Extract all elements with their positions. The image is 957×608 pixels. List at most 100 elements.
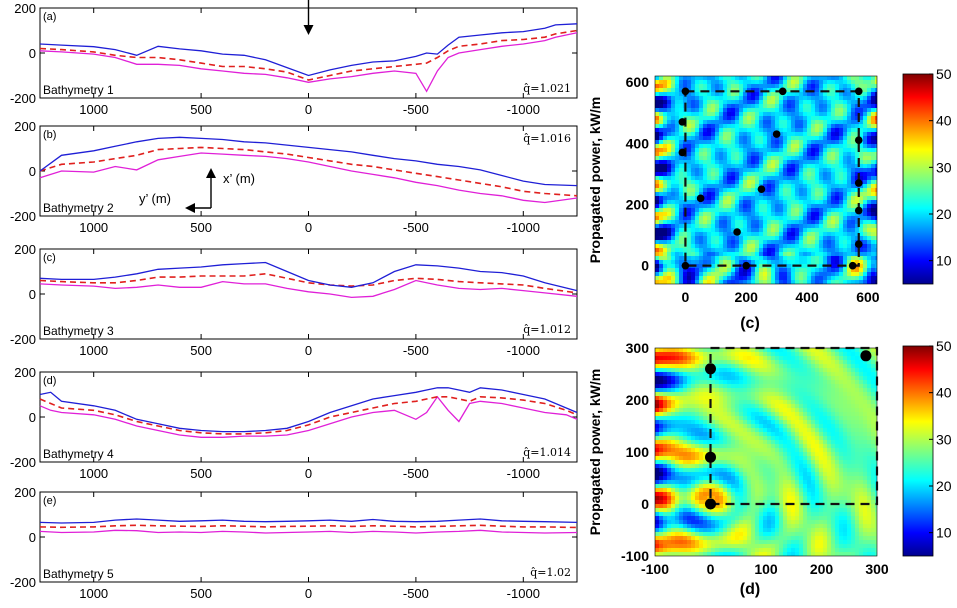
panel-frame bbox=[39, 125, 578, 217]
x-tick-label: -1000 bbox=[507, 343, 540, 358]
y-tick-label: 200 bbox=[14, 242, 36, 257]
device-point bbox=[848, 261, 857, 270]
y-tick-label: -100 bbox=[621, 548, 649, 564]
x-tick-label: 0 bbox=[305, 466, 312, 481]
device-point bbox=[681, 87, 690, 96]
profile-panel-e: 200 0 -200 1000 500 0 -500 -1000 (e) Bathymetry 5… bbox=[10, 485, 578, 601]
device-point bbox=[854, 206, 863, 215]
x-prime-axis-label: x’ (m) bbox=[223, 171, 255, 186]
x-tick-label: 500 bbox=[190, 586, 212, 601]
y-tick-label: -200 bbox=[10, 91, 36, 106]
panel-label: (d) bbox=[43, 375, 56, 387]
colorbar bbox=[902, 345, 934, 557]
y-tick-label: 0 bbox=[641, 258, 649, 274]
series-upper-line bbox=[39, 23, 578, 77]
y-tick-label: -200 bbox=[10, 455, 36, 470]
x-tick-label: -500 bbox=[403, 343, 429, 358]
colorbar-tick-label: 10 bbox=[936, 525, 952, 541]
series-middle-line bbox=[39, 524, 578, 529]
x-tick-label: 0 bbox=[707, 561, 715, 577]
y-tick-label: 0 bbox=[29, 410, 36, 425]
colorbar-tick-label: 30 bbox=[936, 159, 952, 175]
left-arrow-icon bbox=[185, 203, 195, 213]
x-tick-label: 0 bbox=[305, 102, 312, 117]
x-tick-label: 200 bbox=[735, 289, 759, 305]
x-tick-label: -500 bbox=[403, 102, 429, 117]
device-point bbox=[696, 194, 705, 203]
x-tick-label: -1000 bbox=[507, 220, 540, 235]
y-tick-label: 200 bbox=[14, 1, 36, 16]
device-point bbox=[778, 87, 787, 96]
profile-panel-a: 200 0 -200 1000 500 0 -500 -1000 (a) Bathymetry 1… bbox=[10, 0, 578, 117]
subplot-label: (d) bbox=[740, 581, 760, 598]
series-lower-line bbox=[39, 529, 578, 534]
series-upper-line bbox=[39, 261, 578, 292]
y-tick-label: 0 bbox=[29, 530, 36, 545]
x-tick-label: 1000 bbox=[79, 343, 108, 358]
x-tick-label: 500 bbox=[190, 343, 212, 358]
series-upper-line bbox=[39, 518, 578, 524]
colorbar-tick-label: 40 bbox=[936, 113, 952, 129]
series-middle-line bbox=[39, 146, 578, 197]
heatmap-c: 0 200 400 600 0 200 400 600 Propagated power, kW… bbox=[587, 66, 952, 332]
device-point bbox=[742, 261, 751, 270]
device-point bbox=[772, 130, 781, 138]
y-tick-label: 200 bbox=[626, 196, 650, 212]
dashed-domain-box bbox=[684, 90, 860, 267]
series-middle-line bbox=[39, 29, 578, 81]
x-tick-label: 0 bbox=[305, 220, 312, 235]
heatmap-frame bbox=[654, 75, 878, 285]
series-lower-line bbox=[39, 32, 578, 93]
panel-label: (b) bbox=[43, 129, 56, 141]
panel-label: (e) bbox=[43, 495, 56, 507]
x-tick-label: 0 bbox=[305, 586, 312, 601]
panel-frame bbox=[39, 491, 578, 583]
colorbar-tick-label: 50 bbox=[936, 338, 952, 354]
bathymetry-name: Bathymetry 4 bbox=[43, 447, 114, 461]
x-tick-label: -500 bbox=[403, 220, 429, 235]
y-tick-label: 200 bbox=[626, 392, 650, 408]
q-hat-value: q̂=1.02 bbox=[530, 566, 571, 579]
y-tick-label: 200 bbox=[14, 485, 36, 500]
series-upper-line bbox=[39, 136, 578, 187]
y-axis-label: Propagated power, kW/m bbox=[587, 97, 603, 263]
x-tick-label: 400 bbox=[795, 289, 819, 305]
up-arrow-icon bbox=[206, 168, 216, 178]
bathymetry-name: Bathymetry 3 bbox=[43, 324, 114, 338]
q-hat-value: q̂=1.014 bbox=[523, 446, 571, 459]
colorbar-tick-label: 30 bbox=[936, 431, 952, 447]
panel-frame bbox=[39, 248, 578, 340]
y-tick-label: -200 bbox=[10, 209, 36, 224]
y-tick-label: 0 bbox=[641, 496, 649, 512]
device-point bbox=[854, 240, 863, 249]
y-tick-label: -200 bbox=[10, 575, 36, 590]
x-tick-label: 300 bbox=[865, 561, 889, 577]
bathymetry-name: Bathymetry 5 bbox=[43, 567, 114, 581]
dashed-domain-box bbox=[709, 346, 879, 506]
device-point bbox=[854, 179, 863, 187]
q-hat-value: q̂=1.016 bbox=[523, 132, 571, 145]
x-tick-label: 200 bbox=[810, 561, 834, 577]
subplot-label: (c) bbox=[740, 315, 760, 332]
profile-panel-c: 200 0 -200 1000 500 0 -500 -1000 (c) Bathymetry 3… bbox=[10, 242, 578, 358]
colorbar-tick-label: 10 bbox=[936, 253, 952, 269]
x-tick-label: 500 bbox=[190, 466, 212, 481]
x-tick-label: 1000 bbox=[79, 466, 108, 481]
device-point bbox=[733, 228, 741, 236]
q-hat-value: q̂=1.012 bbox=[523, 323, 571, 336]
panel-label: (c) bbox=[43, 252, 56, 264]
y-axis-label: Propagated power, kW/m bbox=[587, 369, 603, 535]
heatmap-field bbox=[655, 76, 877, 284]
x-tick-label: 600 bbox=[856, 289, 880, 305]
y-tick-label: 0 bbox=[29, 164, 36, 179]
device-point bbox=[678, 148, 687, 157]
y-tick-label: 300 bbox=[626, 340, 650, 356]
colorbar-tick-label: 20 bbox=[936, 478, 952, 494]
colorbar bbox=[902, 73, 934, 285]
x-tick-label: 0 bbox=[305, 343, 312, 358]
y-tick-label: 400 bbox=[626, 135, 650, 151]
colorbar-tick-label: 40 bbox=[936, 385, 952, 401]
y-tick-label: 100 bbox=[626, 444, 650, 460]
device-point bbox=[860, 350, 872, 362]
